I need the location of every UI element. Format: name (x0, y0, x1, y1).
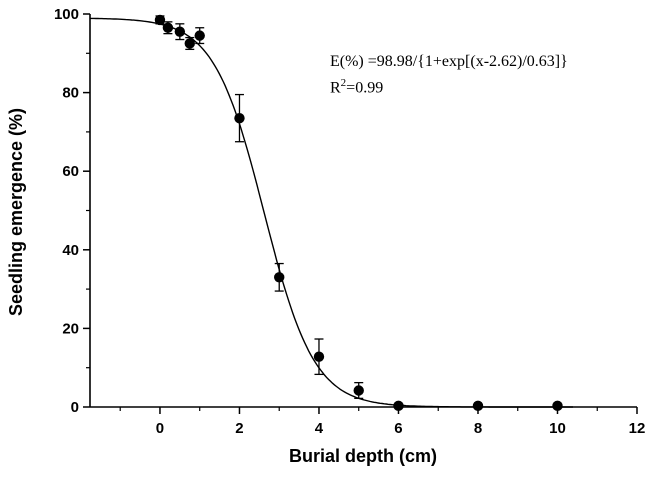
fit-annotation: E(%) =98.98/{1+exp[(x-2.62)/0.63]} R2=0.… (330, 50, 568, 101)
x-tick-label: 6 (394, 420, 402, 437)
data-point (552, 400, 563, 412)
x-tick-label: 0 (156, 420, 164, 437)
y-tick-label: 80 (62, 85, 79, 102)
y-axis-label: Seedling emergence (%) (6, 108, 26, 316)
y-tick-label: 20 (62, 320, 79, 337)
data-point (174, 26, 186, 37)
fit-equation: E(%) =98.98/{1+exp[(x-2.62)/0.63]} (330, 53, 568, 70)
r-squared-label: R2=0.99 (330, 75, 568, 101)
data-point (313, 351, 325, 362)
data-point (162, 22, 174, 33)
data-point (194, 30, 205, 41)
x-tick-label: 2 (235, 420, 243, 437)
y-tick-label: 100 (54, 6, 79, 23)
data-point (393, 400, 404, 412)
y-tick-label: 40 (62, 242, 79, 259)
data-point (472, 400, 484, 412)
data-point (234, 112, 245, 124)
data-point (274, 272, 285, 283)
y-tick-label: 0 (71, 399, 79, 416)
x-tick-label: 10 (549, 420, 566, 437)
r2-base: R (330, 79, 341, 97)
x-tick-label: 4 (315, 420, 324, 437)
x-axis-label: Burial depth (cm) (289, 446, 437, 466)
data-point (154, 14, 166, 26)
r2-value: =0.99 (346, 79, 384, 97)
data-point (353, 385, 364, 396)
r2-superscript: 2 (340, 76, 347, 89)
x-tick-label: 12 (629, 420, 646, 437)
x-tick-label: 8 (474, 420, 482, 437)
y-tick-label: 60 (62, 163, 79, 180)
data-point (184, 38, 195, 49)
